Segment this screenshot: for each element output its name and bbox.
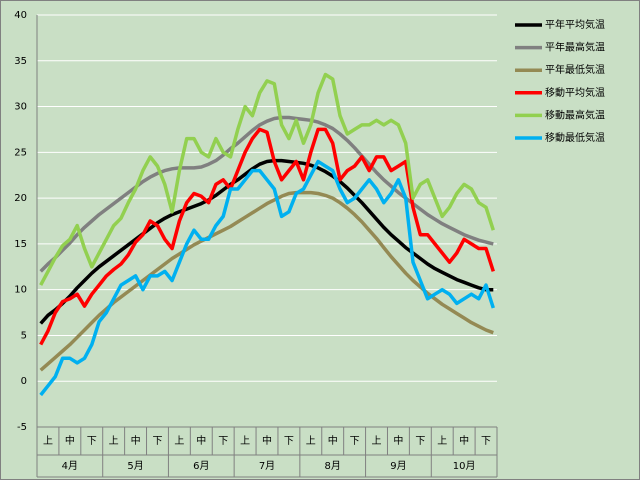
x-tick-label: 下 [218, 436, 228, 447]
x-tick-label: 下 [481, 436, 491, 447]
x-group-label: 7月 [259, 460, 275, 472]
x-tick-label: 中 [262, 434, 272, 447]
y-tick-label: -5 [17, 422, 27, 433]
legend-label: 移動平均気温 [545, 86, 605, 99]
x-group-label: 9月 [390, 460, 406, 472]
legend-label: 移動最低気温 [545, 131, 605, 144]
y-tick-label: 5 [21, 330, 27, 341]
y-tick-label: 0 [21, 376, 27, 387]
x-tick-label: 上 [109, 435, 119, 447]
x-tick-label: 上 [240, 435, 250, 447]
x-tick-label: 下 [415, 436, 425, 447]
x-tick-label: 中 [131, 434, 141, 447]
series-line [39, 190, 494, 372]
x-group-label: 5月 [127, 460, 143, 472]
y-tick-label: 25 [14, 147, 27, 158]
x-tick-label: 上 [306, 435, 316, 447]
x-tick-label: 中 [459, 434, 469, 447]
x-group-label: 6月 [193, 460, 209, 472]
x-group-label: 8月 [325, 460, 341, 472]
y-tick-label: 10 [14, 285, 27, 296]
x-tick-label: 下 [152, 436, 162, 447]
series-line [39, 158, 494, 325]
x-tick-label: 上 [437, 435, 447, 447]
legend-label: 平年最高気温 [545, 41, 605, 54]
legend-label: 平年平均気温 [545, 18, 605, 31]
series-line [39, 115, 494, 273]
series-line [39, 127, 495, 346]
legend-label: 平年最低気温 [545, 63, 605, 76]
x-tick-label: 中 [328, 434, 338, 447]
x-tick-label: 上 [372, 435, 382, 447]
y-tick-label: 15 [14, 239, 27, 250]
x-tick-label: 下 [350, 436, 360, 447]
series-line [39, 72, 495, 286]
x-group-label: 10月 [453, 460, 476, 472]
y-tick-label: 20 [14, 193, 27, 204]
series-line [39, 159, 495, 397]
x-tick-label: 中 [196, 434, 206, 447]
x-tick-label: 下 [284, 436, 294, 447]
y-tick-label: 35 [14, 56, 27, 67]
x-tick-label: 下 [87, 436, 97, 447]
x-tick-label: 上 [43, 435, 53, 447]
legend-label: 移動最高気温 [545, 108, 605, 121]
x-tick-label: 中 [65, 434, 75, 447]
x-tick-label: 上 [174, 435, 184, 447]
y-tick-label: 30 [14, 102, 27, 113]
x-group-label: 4月 [62, 460, 78, 472]
x-tick-label: 中 [393, 434, 403, 447]
y-tick-label: 40 [14, 10, 27, 21]
